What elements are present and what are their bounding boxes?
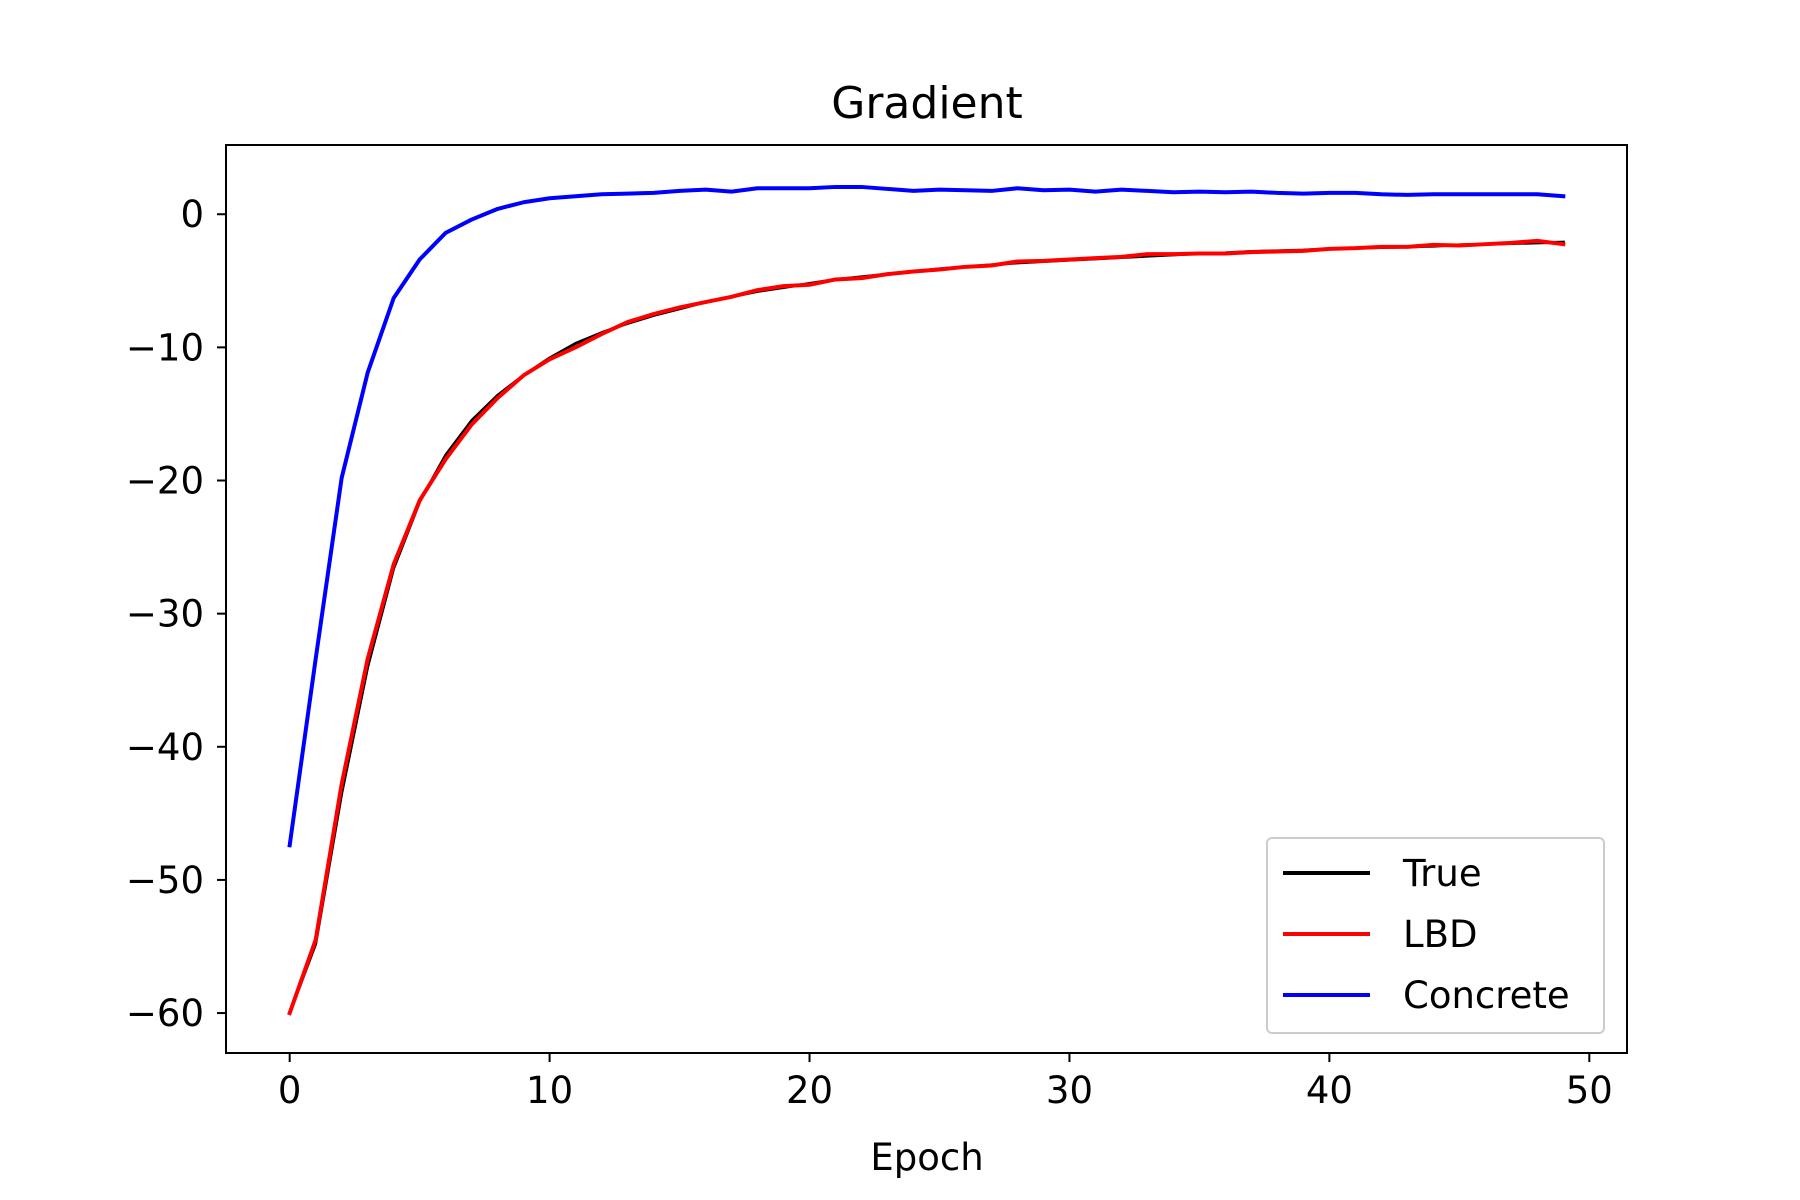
legend-label-true: True [1402, 852, 1482, 895]
x-tick-label: 10 [526, 1069, 573, 1112]
plot-frame [225, 144, 1628, 1054]
x-tick-label: 20 [786, 1069, 833, 1112]
legend-label-concrete: Concrete [1403, 974, 1570, 1017]
legend: True LBD Concrete [1266, 837, 1605, 1034]
legend-label-lbd: LBD [1403, 913, 1478, 956]
series-line-concrete [287, 184, 1566, 848]
plot-area [225, 144, 1628, 1054]
y-tick-label: −20 [126, 460, 204, 503]
y-tick-label: −60 [126, 992, 204, 1035]
x-axis: 0 10 20 30 40 50 [278, 1053, 1613, 1112]
x-tick-label: 0 [278, 1069, 302, 1112]
x-tick-label: 50 [1566, 1069, 1613, 1112]
series-line-lbd [287, 238, 1566, 1016]
legend-frame [1266, 837, 1605, 1034]
y-tick-label: −50 [126, 859, 204, 902]
x-tick-label: 40 [1306, 1069, 1353, 1112]
y-tick-label: −40 [126, 726, 204, 769]
chart-title: Gradient [831, 78, 1023, 129]
x-axis-title: Epoch [870, 1136, 983, 1179]
x-tick-label: 30 [1046, 1069, 1093, 1112]
y-tick-label: −30 [126, 593, 204, 636]
y-axis: 0 −10 −20 −30 −40 −50 −60 [126, 193, 226, 1035]
legend-entries: True LBD Concrete [1283, 852, 1570, 1017]
y-tick-label: −10 [126, 326, 204, 369]
series-layer [287, 184, 1566, 1016]
y-tick-label: 0 [180, 193, 204, 236]
